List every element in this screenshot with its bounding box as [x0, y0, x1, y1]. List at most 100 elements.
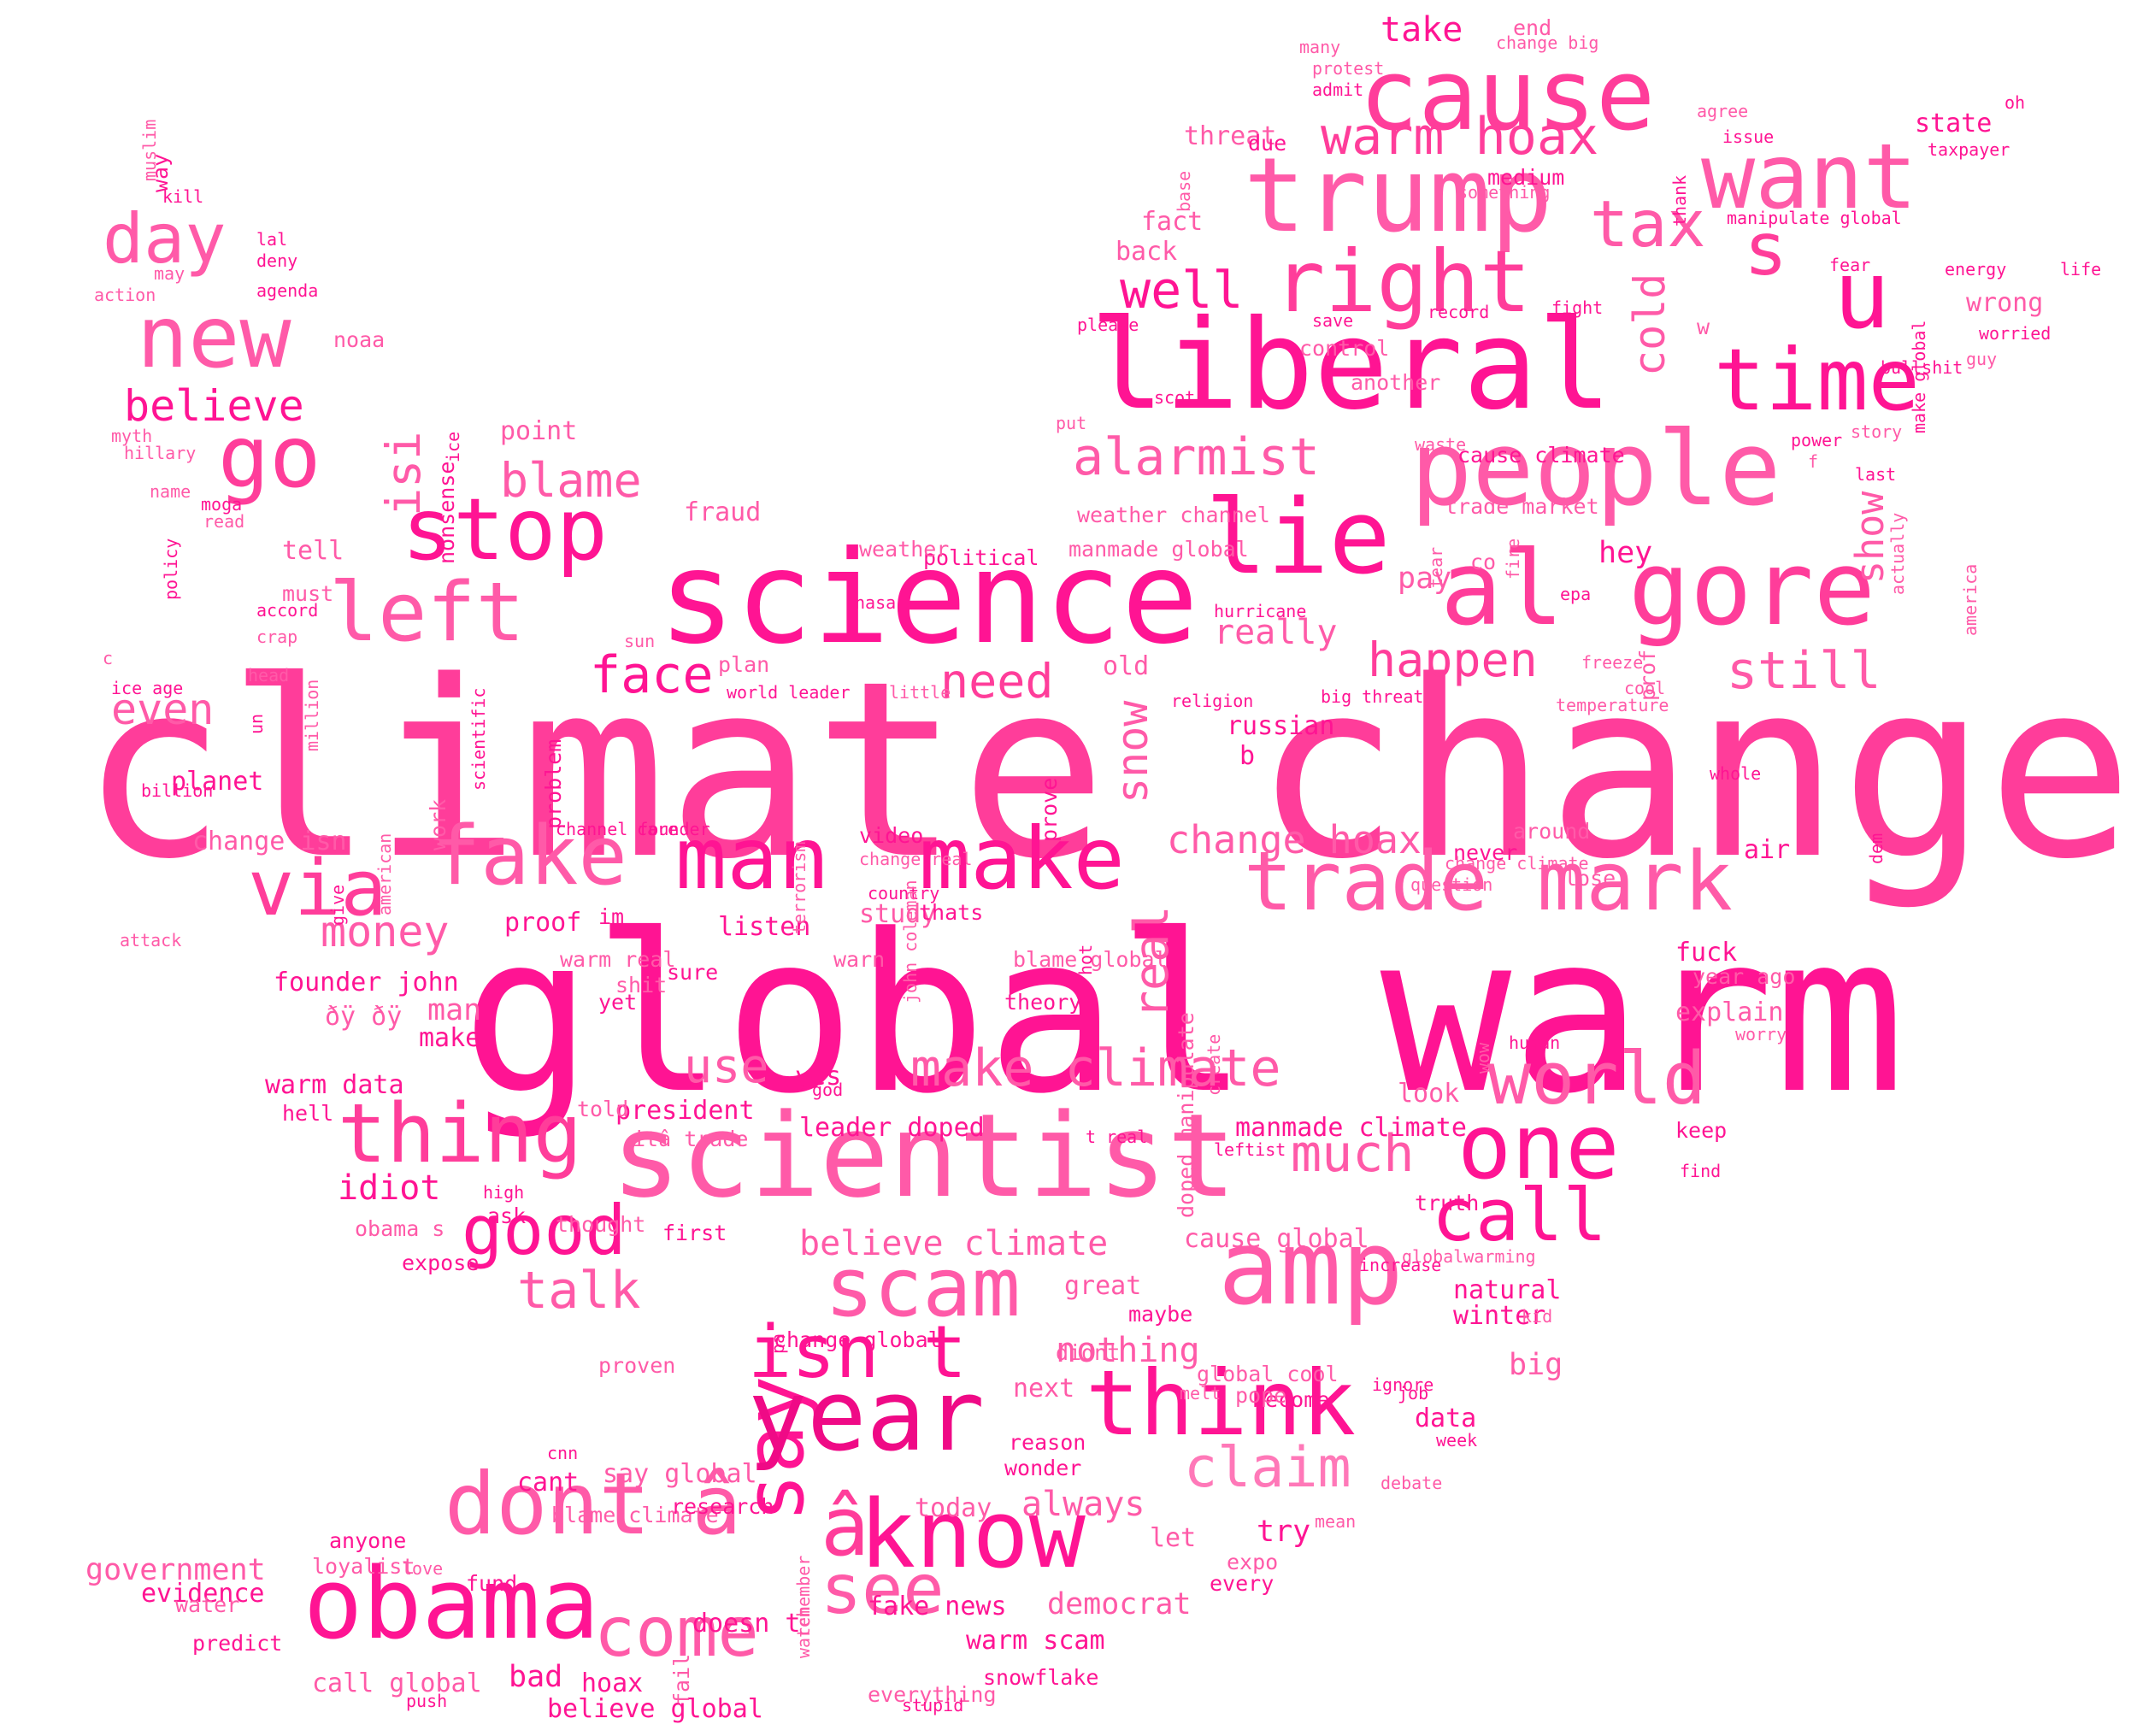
cloud-word: pope [1235, 1383, 1287, 1408]
cloud-word: terrorism [789, 841, 809, 934]
cloud-word: fake [432, 809, 627, 903]
cloud-word: weather [859, 537, 950, 562]
cloud-word: crap [256, 627, 298, 647]
cloud-word: doesn t [692, 1609, 801, 1639]
cloud-word: globalwarming [1402, 1246, 1536, 1267]
cloud-word: fraud [684, 497, 762, 527]
cloud-word: man [427, 993, 482, 1027]
cloud-word: say global [603, 1459, 757, 1489]
cloud-word: president [615, 1096, 755, 1126]
cloud-word: go [218, 407, 321, 507]
cloud-word: study [859, 899, 937, 929]
cloud-word: worried [1979, 323, 2052, 344]
cloud-word: accord [256, 600, 319, 621]
cloud-word: amp [1218, 1209, 1404, 1328]
cloud-word: f [1808, 451, 1819, 472]
cloud-word: another [1351, 370, 1441, 395]
cloud-word: russian [1227, 711, 1335, 741]
cloud-word: record [1428, 302, 1490, 322]
cloud-word: idiot [338, 1168, 441, 1208]
cloud-word: video [859, 823, 924, 848]
cloud-word: dem [1866, 833, 1887, 864]
cloud-word: world leader [727, 682, 851, 703]
cloud-word: take [1381, 10, 1463, 50]
cloud-word: warm hoax [1321, 107, 1599, 167]
cloud-word: mean [1315, 1511, 1357, 1532]
cloud-word: stop [402, 480, 608, 580]
cloud-word: obama [303, 1547, 600, 1662]
cloud-word: taxpayer [1928, 139, 2010, 160]
cloud-word: policy [161, 538, 181, 600]
cloud-word: lose [1564, 866, 1616, 891]
cloud-word: yes [795, 1062, 842, 1092]
cloud-word: little [889, 682, 951, 703]
cloud-word: myth [111, 426, 153, 446]
cloud-word: something [1457, 182, 1551, 203]
cloud-word: al [1440, 530, 1564, 649]
cloud-word: hot [1075, 944, 1096, 975]
cloud-word: claim [1184, 1436, 1351, 1500]
cloud-word: leader doped [799, 1113, 985, 1143]
cloud-word: believe [124, 381, 304, 431]
cloud-word: warm scam [966, 1626, 1105, 1656]
cloud-word: snowflake [983, 1665, 1099, 1690]
cloud-word: warm data [265, 1070, 404, 1100]
cloud-word: agree [1697, 101, 1749, 121]
cloud-word: nonsense [434, 461, 459, 564]
cloud-word: america [1960, 563, 1981, 636]
cloud-word: well [1120, 261, 1244, 321]
cloud-word: ask [487, 1203, 527, 1228]
cloud-word: blame [500, 453, 642, 508]
cloud-word: big [1509, 1348, 1563, 1382]
cloud-word: lal [256, 229, 288, 250]
cloud-word: science [658, 524, 1199, 673]
cloud-word: kid [1522, 1306, 1553, 1327]
cloud-word: reason [1009, 1430, 1086, 1455]
cloud-word: waste [1415, 434, 1467, 455]
cloud-word: fact [1141, 207, 1204, 237]
cloud-word: thing [338, 1087, 582, 1181]
cloud-word: liberal [1090, 293, 1613, 438]
cloud-word: political [923, 545, 1039, 570]
cloud-word: water [175, 1592, 240, 1617]
cloud-word: point [500, 416, 578, 446]
cloud-word: nasa [855, 592, 897, 613]
cloud-word: anyone [329, 1528, 407, 1553]
cloud-word: channel founder [556, 819, 710, 839]
cloud-word: back [1116, 237, 1178, 267]
cloud-word: change isn [192, 827, 347, 856]
cloud-word: winter [1453, 1301, 1546, 1331]
cloud-word: â [821, 1480, 870, 1574]
cloud-word: need [940, 654, 1054, 709]
cloud-word: think [1086, 1351, 1357, 1456]
cloud-word: predict [192, 1631, 283, 1656]
cloud-word: democrat [1047, 1587, 1192, 1621]
cloud-word: today [915, 1493, 992, 1523]
cloud-word: explain [1675, 997, 1784, 1027]
cloud-word: government [85, 1553, 266, 1587]
cloud-word: really [1214, 613, 1338, 652]
cloud-word: million [302, 679, 322, 751]
cloud-word: change real [859, 849, 973, 869]
cloud-word: hurricane [1214, 601, 1307, 621]
cloud-word: cause global [1184, 1224, 1369, 1254]
cloud-word: attack [120, 930, 182, 950]
cloud-word: every [1210, 1571, 1275, 1596]
cloud-word: global warm [462, 888, 1905, 1142]
cloud-word: whole [1710, 763, 1762, 784]
cloud-word: nothing [1056, 1331, 1200, 1370]
cloud-word: talk [517, 1261, 641, 1321]
cloud-word: make [419, 1023, 481, 1053]
cloud-word: isn t [748, 1310, 967, 1395]
cloud-word: call [1432, 1174, 1607, 1258]
cloud-word: may [154, 263, 185, 284]
cloud-word: good [462, 1191, 627, 1270]
cloud-word: hillary [124, 443, 197, 463]
cloud-word: people [1410, 410, 1781, 529]
cloud-word: data [1415, 1404, 1477, 1433]
cloud-word: change climate [1445, 853, 1589, 874]
cloud-word: cant [517, 1468, 580, 1498]
cloud-word: issue [1722, 127, 1775, 147]
cloud-word: left [329, 566, 525, 660]
cloud-word: listen [718, 912, 811, 942]
